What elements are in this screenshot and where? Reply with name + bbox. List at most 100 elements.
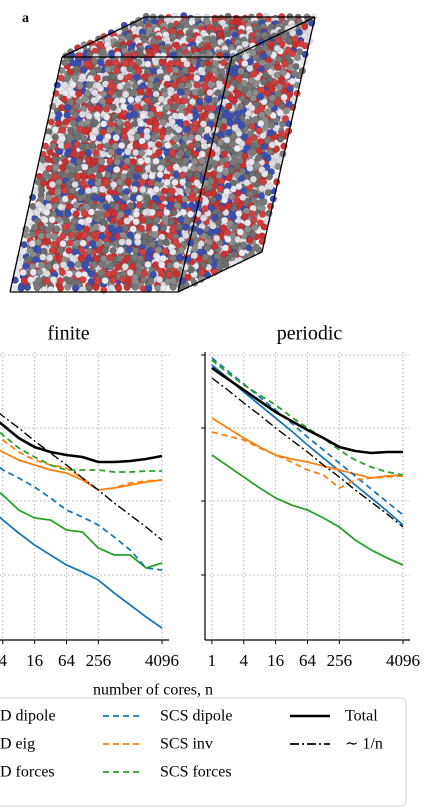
atom xyxy=(255,154,263,162)
atom xyxy=(224,235,232,244)
panel-label: a xyxy=(22,11,29,26)
atom xyxy=(246,190,254,198)
atom xyxy=(285,37,293,46)
atom xyxy=(246,64,254,73)
atom xyxy=(243,118,252,126)
atom xyxy=(219,224,228,232)
atom xyxy=(288,77,297,85)
atom xyxy=(218,204,226,212)
atom xyxy=(240,241,248,249)
atom xyxy=(273,71,281,79)
atom xyxy=(213,252,221,260)
atom xyxy=(246,236,254,245)
atom xyxy=(284,46,292,54)
atom xyxy=(209,222,217,230)
atom xyxy=(213,234,221,243)
atom xyxy=(249,148,257,156)
atom xyxy=(267,121,276,129)
atom xyxy=(257,192,266,200)
atom xyxy=(276,109,284,117)
atom xyxy=(250,196,258,204)
atom xyxy=(283,53,291,62)
atom xyxy=(246,164,254,172)
atom xyxy=(234,90,242,98)
atom xyxy=(229,158,237,167)
atom xyxy=(229,213,238,221)
atom xyxy=(273,44,282,53)
atom xyxy=(253,162,261,170)
atom xyxy=(258,185,266,193)
atom xyxy=(260,78,268,86)
atom xyxy=(288,49,297,58)
atom xyxy=(211,214,219,222)
atom xyxy=(259,178,268,186)
atom xyxy=(256,219,265,227)
atom xyxy=(286,90,294,99)
atom xyxy=(250,224,259,232)
atom xyxy=(291,41,299,49)
atom xyxy=(272,145,281,153)
atom xyxy=(200,261,208,269)
atom xyxy=(216,165,224,173)
atom xyxy=(274,63,282,72)
atom xyxy=(233,171,241,179)
atom xyxy=(267,101,275,109)
crystal-image xyxy=(9,12,318,294)
atom xyxy=(255,127,263,135)
atom xyxy=(290,69,299,78)
atom xyxy=(221,244,230,252)
atom xyxy=(249,175,258,183)
atom xyxy=(275,83,284,91)
atom xyxy=(280,93,288,101)
atom xyxy=(220,250,228,258)
atom xyxy=(244,219,252,227)
atom xyxy=(264,108,272,116)
atom xyxy=(203,244,212,252)
atom xyxy=(247,76,256,85)
atom xyxy=(247,158,255,166)
atom xyxy=(301,23,309,31)
atom xyxy=(209,196,217,204)
atom xyxy=(241,59,249,68)
atom xyxy=(235,137,243,145)
atom xyxy=(257,138,265,146)
atom xyxy=(237,102,245,111)
atom xyxy=(231,124,239,132)
atom xyxy=(198,268,206,276)
atom xyxy=(260,52,268,60)
atom xyxy=(234,110,242,118)
atom xyxy=(282,107,290,115)
atom xyxy=(226,119,234,127)
atom xyxy=(269,159,277,167)
atom xyxy=(278,120,287,128)
atom xyxy=(220,150,228,158)
atom xyxy=(272,152,280,160)
atom xyxy=(228,193,236,201)
atom xyxy=(259,210,267,219)
atom xyxy=(250,216,258,224)
atom xyxy=(255,147,263,155)
atom xyxy=(293,53,302,62)
atom xyxy=(231,250,239,258)
atom xyxy=(252,62,260,70)
atom xyxy=(281,60,289,68)
atom xyxy=(238,249,246,257)
atom xyxy=(221,216,229,224)
atom xyxy=(281,115,290,123)
atom xyxy=(246,130,255,138)
atom xyxy=(223,187,231,196)
atom xyxy=(225,128,233,137)
atom xyxy=(252,115,260,124)
atom xyxy=(233,117,242,125)
atom xyxy=(295,28,304,37)
atom xyxy=(236,228,244,236)
atom xyxy=(266,129,274,137)
atom xyxy=(269,94,277,102)
atom xyxy=(262,71,270,79)
atom xyxy=(285,100,293,108)
atom xyxy=(244,225,252,233)
atom xyxy=(225,202,233,210)
atom xyxy=(264,189,273,197)
atom xyxy=(241,213,249,221)
